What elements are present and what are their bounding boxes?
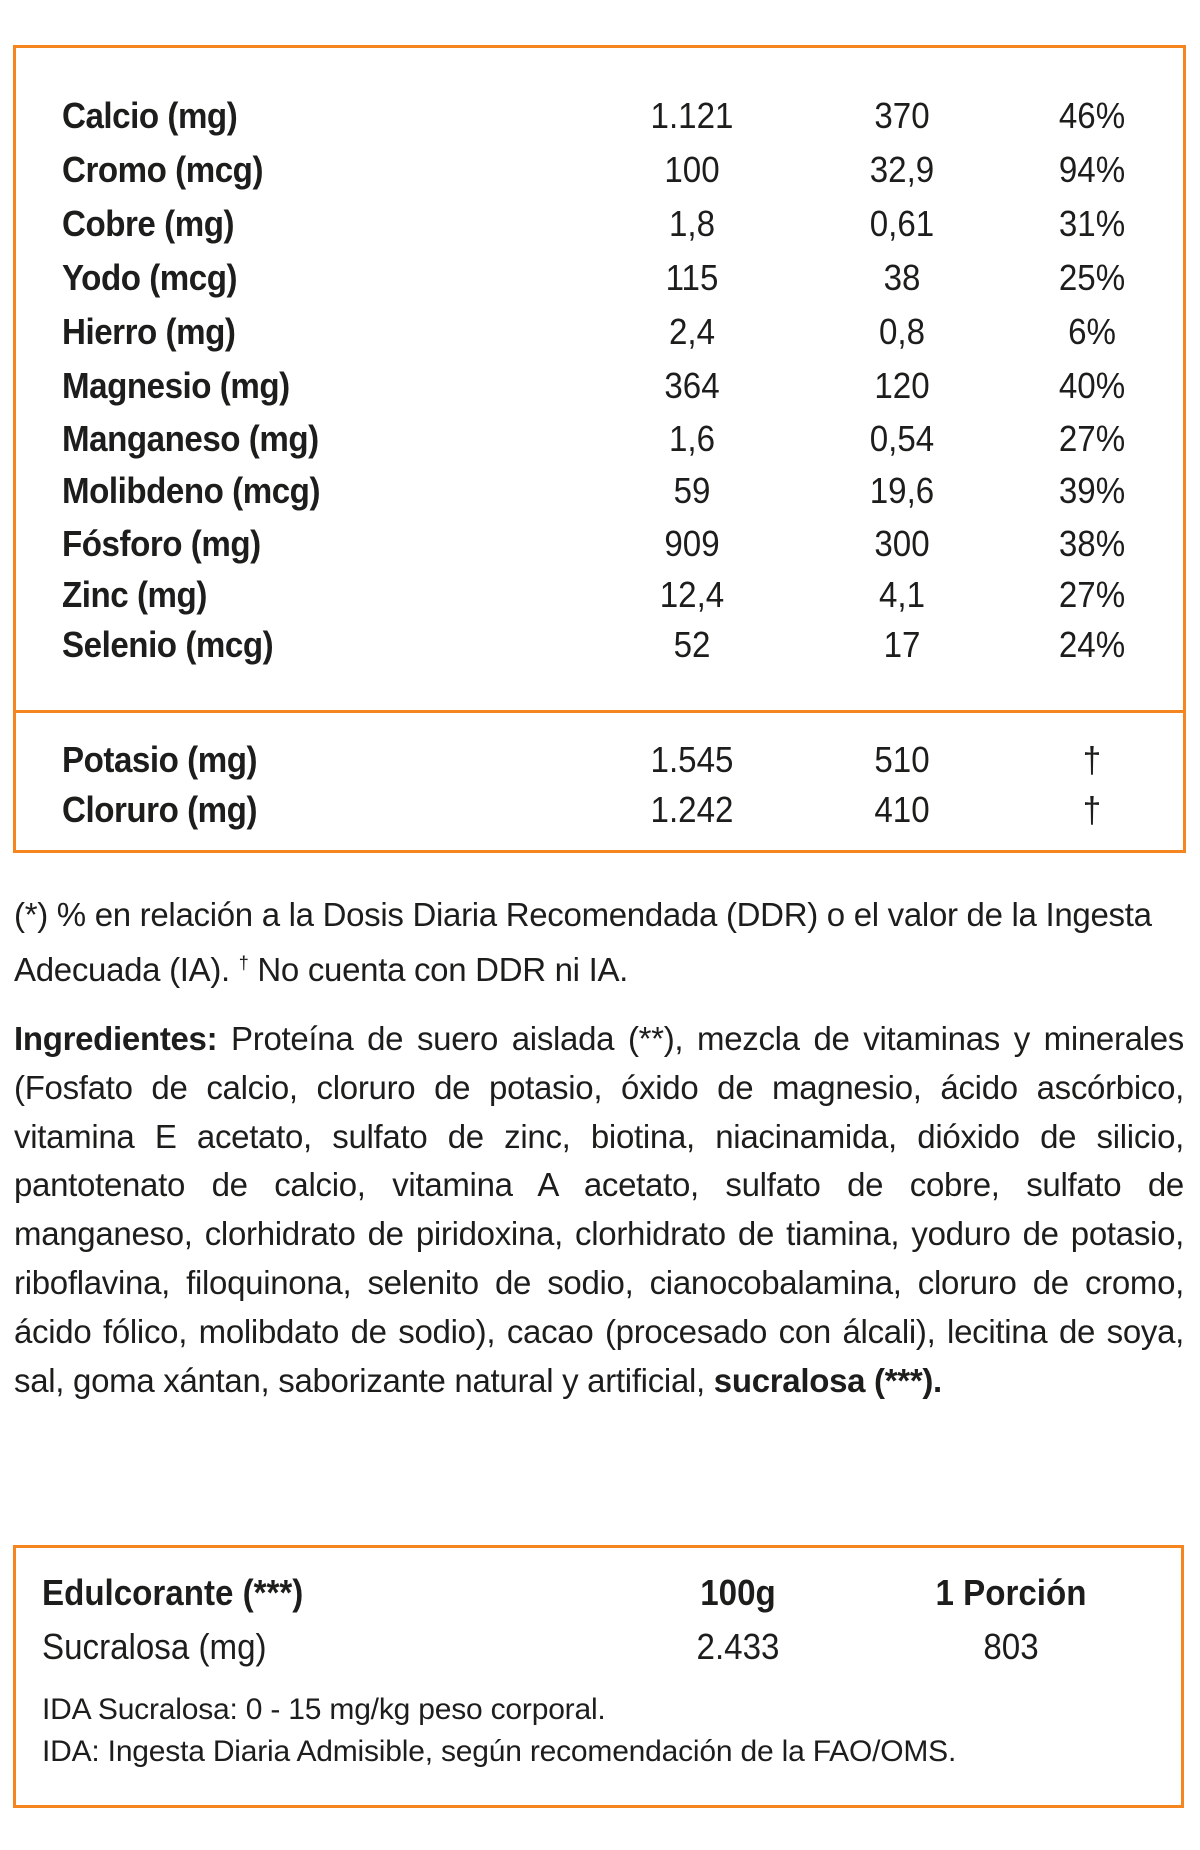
nutrient-name: Zinc (mg) (62, 574, 207, 615)
value-portion: 300 (874, 523, 930, 564)
table-row: Cromo (mcg) 100 32,9 94% (16, 145, 1183, 195)
value-portion: 370 (874, 95, 930, 136)
table-row: Hierro (mg) 2,4 0,8 6% (16, 307, 1183, 357)
table-row: Cloruro (mg) 1.242 410 † (16, 785, 1183, 835)
value-100g: 1,8 (668, 203, 716, 244)
value-100g: 2,4 (668, 311, 716, 352)
ingredients-paragraph: Ingredientes: Proteína de suero aislada … (14, 1015, 1184, 1405)
value-100g: 1.121 (650, 95, 734, 136)
value-portion: 0,54 (869, 418, 935, 459)
value-100g: 1.242 (650, 789, 734, 830)
value-100g: 12,4 (659, 574, 725, 615)
sweetener-header-label: Edulcorante (***) (42, 1572, 304, 1613)
dagger-symbol: † (238, 953, 249, 973)
value-pct: † (1082, 739, 1102, 780)
nutrient-name: Yodo (mcg) (62, 257, 238, 298)
ingredients-text: Proteína de suero aislada (**), mezcla d… (14, 1020, 1184, 1399)
table-row: Selenio (mcg) 52 17 24% (16, 620, 1183, 670)
value-pct: 40% (1058, 365, 1126, 406)
value-pct: 6% (1068, 311, 1116, 352)
table-divider (16, 710, 1183, 713)
value-100g: 364 (664, 365, 720, 406)
value-100g: 59 (673, 470, 711, 511)
value-portion: 120 (874, 365, 930, 406)
sweetener-header-row: Edulcorante (***) 100g 1 Porción (16, 1568, 1181, 1618)
sweetener-name: Sucralosa (mg) (42, 1626, 267, 1667)
header-portion: 1 Porción (935, 1572, 1087, 1613)
value-pct: 46% (1058, 95, 1126, 136)
footnote: (*) % en relación a la Dosis Diaria Reco… (14, 890, 1184, 994)
minerals-table: Calcio (mg) 1.121 370 46% Cromo (mcg) 10… (13, 45, 1186, 853)
nutrient-name: Molibdeno (mcg) (62, 470, 321, 511)
nutrient-name: Fósforo (mg) (62, 523, 261, 564)
nutrient-name: Cobre (mg) (62, 203, 235, 244)
nutrient-name: Selenio (mcg) (62, 624, 274, 665)
value-pct: 25% (1058, 257, 1126, 298)
sweetener-100g: 2.433 (696, 1626, 780, 1667)
sucralose-highlight: sucralosa (***) (713, 1361, 934, 1399)
value-portion: 0,61 (869, 203, 935, 244)
value-portion: 4,1 (878, 574, 926, 615)
nutrient-name: Manganeso (mg) (62, 418, 319, 459)
value-pct: 94% (1058, 149, 1126, 190)
ingredients-label: Ingredientes: (14, 1020, 218, 1057)
table-row: Calcio (mg) 1.121 370 46% (16, 91, 1183, 141)
nutrient-name: Potasio (mg) (62, 739, 258, 780)
ingredients-end: . (933, 1361, 942, 1399)
value-portion: 17 (883, 624, 921, 665)
value-portion: 38 (883, 257, 921, 298)
value-pct: 38% (1058, 523, 1126, 564)
value-portion: 32,9 (869, 149, 935, 190)
header-100g: 100g (700, 1572, 776, 1613)
value-pct: 39% (1058, 470, 1126, 511)
nutrient-name: Magnesio (mg) (62, 365, 290, 406)
value-100g: 100 (664, 149, 720, 190)
sweetener-portion: 803 (983, 1626, 1039, 1667)
footnote-tail: No cuenta con DDR ni IA. (248, 951, 629, 988)
nutrient-name: Hierro (mg) (62, 311, 236, 352)
value-100g: 52 (673, 624, 711, 665)
table-row: Cobre (mg) 1,8 0,61 31% (16, 199, 1183, 249)
sweetener-row: Sucralosa (mg) 2.433 803 (16, 1622, 1181, 1672)
table-row: Manganeso (mg) 1,6 0,54 27% (16, 414, 1183, 464)
value-portion: 19,6 (869, 470, 935, 511)
value-100g: 1.545 (650, 739, 734, 780)
footnote-text: (*) % en relación a la Dosis Diaria Reco… (14, 896, 1152, 988)
value-pct: 31% (1058, 203, 1126, 244)
value-pct: 27% (1058, 574, 1126, 615)
value-pct: 24% (1058, 624, 1126, 665)
value-portion: 0,8 (878, 311, 926, 352)
table-row: Magnesio (mg) 364 120 40% (16, 361, 1183, 411)
ida-definition: IDA: Ingesta Diaria Admisible, según rec… (42, 1735, 957, 1768)
value-100g: 1,6 (668, 418, 716, 459)
value-portion: 510 (874, 739, 930, 780)
value-pct: † (1082, 789, 1102, 830)
table-row: Zinc (mg) 12,4 4,1 27% (16, 570, 1183, 620)
table-row: Potasio (mg) 1.545 510 † (16, 735, 1183, 785)
nutrient-name: Cromo (mcg) (62, 149, 264, 190)
value-portion: 410 (874, 789, 930, 830)
value-100g: 909 (664, 523, 720, 564)
table-row: Fósforo (mg) 909 300 38% (16, 519, 1183, 569)
ida-note: IDA Sucralosa: 0 - 15 mg/kg peso corpora… (42, 1693, 606, 1726)
nutrient-name: Cloruro (mg) (62, 789, 258, 830)
table-row: Molibdeno (mcg) 59 19,6 39% (16, 466, 1183, 516)
value-pct: 27% (1058, 418, 1126, 459)
value-100g: 115 (665, 257, 719, 298)
table-row: Yodo (mcg) 115 38 25% (16, 253, 1183, 303)
nutrient-name: Calcio (mg) (62, 95, 238, 136)
sweetener-table: Edulcorante (***) 100g 1 Porción Sucralo… (13, 1545, 1184, 1808)
